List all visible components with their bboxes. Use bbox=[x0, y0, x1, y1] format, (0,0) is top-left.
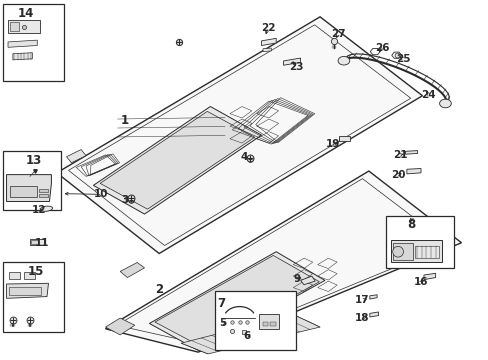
Bar bbox=[39, 189, 47, 192]
Polygon shape bbox=[369, 295, 376, 299]
Bar bbox=[9, 272, 20, 279]
Polygon shape bbox=[405, 150, 417, 154]
Text: 17: 17 bbox=[354, 295, 369, 305]
Text: 19: 19 bbox=[325, 139, 340, 149]
Text: 26: 26 bbox=[374, 43, 388, 53]
Text: 25: 25 bbox=[395, 54, 409, 64]
Text: 27: 27 bbox=[330, 29, 345, 39]
Text: 20: 20 bbox=[390, 170, 405, 180]
Bar bbox=[10, 22, 19, 31]
Polygon shape bbox=[105, 318, 135, 335]
Bar bbox=[31, 239, 38, 244]
Text: 8: 8 bbox=[407, 218, 414, 231]
Text: 4: 4 bbox=[240, 152, 248, 162]
Text: 9: 9 bbox=[293, 274, 300, 284]
Ellipse shape bbox=[41, 206, 52, 211]
Bar bbox=[9, 287, 41, 296]
Bar bbox=[30, 239, 43, 245]
Circle shape bbox=[439, 99, 450, 108]
Bar bbox=[338, 135, 349, 140]
Text: 16: 16 bbox=[413, 277, 427, 287]
Bar bbox=[24, 272, 35, 279]
Polygon shape bbox=[263, 48, 271, 51]
Bar bbox=[8, 21, 40, 33]
Text: 6: 6 bbox=[243, 331, 250, 341]
Polygon shape bbox=[300, 276, 315, 285]
Bar bbox=[262, 322, 268, 326]
Polygon shape bbox=[120, 262, 144, 278]
Polygon shape bbox=[100, 111, 254, 209]
Bar bbox=[39, 194, 47, 197]
Polygon shape bbox=[6, 283, 48, 298]
Text: 13: 13 bbox=[26, 154, 42, 167]
Polygon shape bbox=[13, 53, 32, 60]
Text: 7: 7 bbox=[217, 297, 224, 310]
Bar bbox=[390, 240, 441, 262]
Polygon shape bbox=[181, 315, 320, 354]
Text: 21: 21 bbox=[392, 150, 407, 160]
Bar bbox=[10, 186, 37, 197]
Bar bbox=[259, 315, 278, 329]
Text: 18: 18 bbox=[354, 313, 369, 323]
Bar bbox=[3, 151, 61, 211]
Bar bbox=[3, 4, 64, 81]
Polygon shape bbox=[105, 171, 461, 352]
Polygon shape bbox=[155, 256, 319, 347]
Polygon shape bbox=[57, 17, 422, 253]
Text: 5: 5 bbox=[219, 319, 226, 328]
Ellipse shape bbox=[392, 246, 403, 257]
Circle shape bbox=[337, 57, 349, 65]
Bar bbox=[385, 216, 453, 268]
Bar bbox=[270, 322, 276, 326]
Polygon shape bbox=[406, 168, 420, 174]
Text: 24: 24 bbox=[421, 90, 435, 100]
Polygon shape bbox=[8, 40, 37, 47]
Text: 14: 14 bbox=[18, 7, 34, 20]
Text: 11: 11 bbox=[35, 238, 49, 248]
Text: 3: 3 bbox=[121, 195, 128, 205]
Polygon shape bbox=[6, 175, 51, 202]
Text: 22: 22 bbox=[260, 23, 275, 33]
Text: 15: 15 bbox=[27, 265, 44, 278]
Bar bbox=[215, 291, 295, 350]
Polygon shape bbox=[149, 252, 325, 350]
Polygon shape bbox=[261, 39, 276, 45]
Polygon shape bbox=[369, 312, 378, 317]
Text: 23: 23 bbox=[289, 62, 304, 72]
Polygon shape bbox=[283, 58, 300, 65]
Polygon shape bbox=[66, 149, 86, 163]
Polygon shape bbox=[423, 273, 435, 280]
Text: 1: 1 bbox=[121, 114, 129, 127]
Polygon shape bbox=[93, 107, 261, 214]
Bar bbox=[392, 243, 412, 260]
Text: 12: 12 bbox=[31, 206, 46, 216]
Bar bbox=[3, 262, 64, 332]
Text: 2: 2 bbox=[155, 283, 163, 296]
Text: 10: 10 bbox=[93, 189, 108, 199]
Bar bbox=[414, 246, 438, 258]
